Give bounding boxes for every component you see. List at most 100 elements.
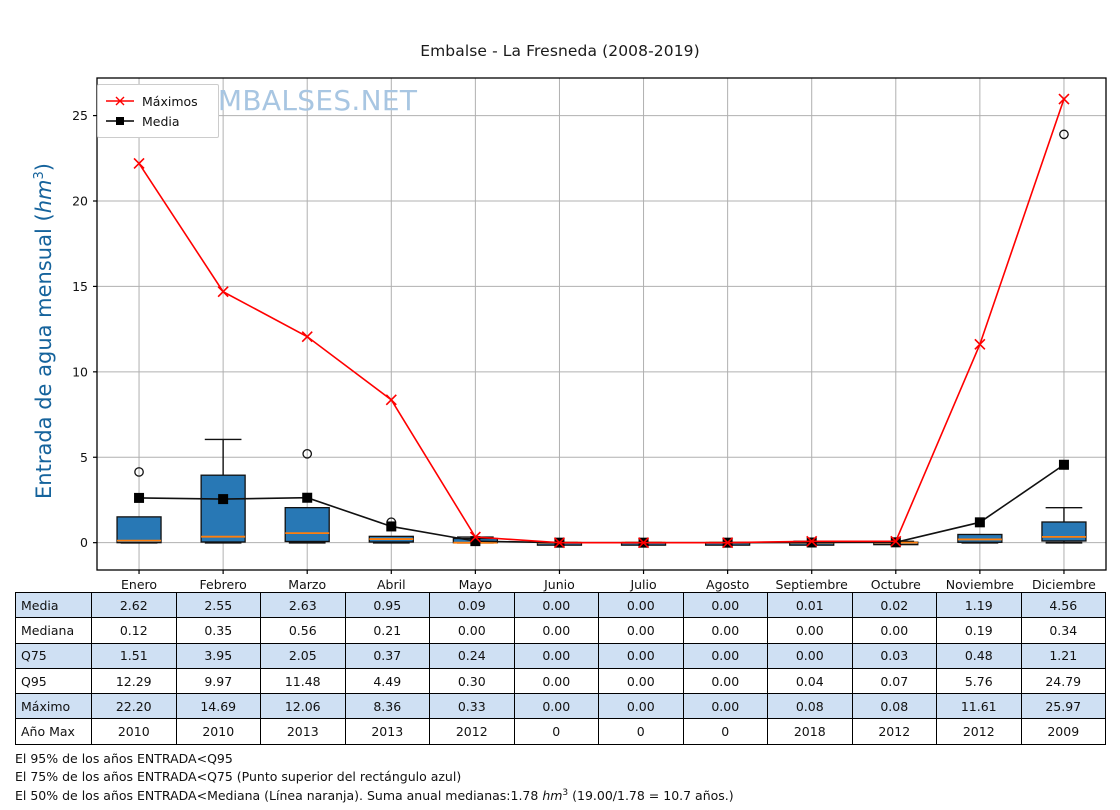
table-cell: 2.62 [91, 591, 177, 619]
maximos-marker [553, 537, 566, 549]
table-cell: 3.95 [175, 642, 261, 669]
table-cell: 0.48 [936, 642, 1022, 669]
box-plot-item [1041, 129, 1087, 544]
legend-item-media[interactable]: Media [105, 111, 209, 131]
table-cell: 8.36 [344, 693, 430, 720]
media-marker [218, 494, 229, 505]
table-cell: 0.00 [513, 617, 599, 644]
grid-lines [97, 78, 1106, 570]
table-cell: 11.48 [260, 667, 346, 695]
table-cell: 12.06 [260, 693, 346, 720]
maximos-marker [806, 535, 818, 547]
table-cell: 12.29 [91, 667, 177, 695]
table-cell: 0.33 [429, 693, 515, 720]
table-row: Máximo 22.20 14.69 12.06 8.36 0.33 0.00 0.00 0.0… [15, 693, 1106, 720]
table-cell: 0.19 [936, 617, 1022, 644]
table-row-label: Máximo [15, 693, 92, 720]
media-line-icon [106, 117, 134, 125]
media-marker [302, 492, 313, 503]
table-cell: 0.12 [91, 617, 177, 644]
table-cell: 2.05 [260, 642, 346, 669]
table-cell: 22.20 [91, 693, 177, 720]
box-plot-item [284, 448, 330, 544]
x-axis-ticks: Enero Febrero Marzo Abril Mayo Junio Julio Agos… [121, 570, 1096, 592]
footnotes: El 95% de los años ENTRADA<Q95 El 75% de… [15, 750, 734, 805]
media-marker [134, 492, 145, 503]
box-plot-item [200, 438, 246, 544]
table-cell: 0.09 [429, 591, 515, 619]
box-plot-item [957, 533, 1003, 544]
table-cell: 0.07 [851, 667, 937, 695]
table-cell: 0.08 [767, 693, 853, 720]
x-tick-label: Septiembre [776, 577, 849, 592]
table-cell: 0.00 [767, 642, 853, 669]
x-tick-label: Julio [629, 577, 656, 592]
maximos-marker [469, 531, 481, 543]
box-plot-item [116, 467, 162, 544]
table-cell: 0.30 [429, 667, 515, 695]
table-cell: 0.00 [851, 617, 937, 644]
media-marker [470, 536, 481, 547]
table-cell: 0.56 [260, 617, 346, 644]
legend: Máximos Media [97, 84, 219, 138]
media-marker [974, 517, 985, 528]
table-row-label: Año Max [15, 718, 92, 745]
media-marker [386, 521, 397, 532]
footnote-mediana-a: El 50% de los años ENTRADA<Mediana (Líne… [15, 788, 543, 804]
table-cell: 9.97 [175, 667, 261, 695]
table-cell: 2012 [936, 718, 1022, 745]
box-rect [957, 533, 1003, 543]
table-cell: 0.21 [344, 617, 430, 644]
table-cell: 0.00 [682, 693, 768, 720]
table-cell: 0.03 [851, 642, 937, 669]
table-cell: 2012 [429, 718, 515, 745]
table-cell: 0.00 [598, 617, 684, 644]
maximos-marker [301, 331, 313, 343]
y-tick-label: 10 [72, 364, 88, 379]
maximos-series [133, 93, 1070, 549]
maximos-marker [1058, 93, 1070, 105]
y-tick-label: 15 [72, 279, 88, 294]
x-tick-label: Junio [543, 577, 575, 592]
y-tick-label: 25 [72, 108, 88, 123]
footnote-mediana-b: (19.00/1.78 = 10.7 años.) [568, 788, 734, 804]
x-tick-label: Noviembre [946, 577, 1015, 592]
media-line [139, 464, 1065, 544]
y-tick-label: 20 [72, 194, 88, 209]
table-cell: 0.00 [598, 591, 684, 619]
outlier-point [1059, 129, 1069, 140]
table-row-label: Q75 [15, 642, 92, 669]
media-series [134, 459, 1069, 548]
table-cell: 1.21 [1020, 642, 1106, 669]
table-cell: 2.55 [175, 591, 261, 619]
footnote-exponent: 3 [562, 788, 569, 798]
table-cell: 0 [598, 718, 684, 745]
table-cell: 0.35 [175, 617, 261, 644]
table-cell: 2013 [260, 718, 346, 745]
x-tick-label: Abril [377, 577, 406, 592]
table-cell: 0.00 [513, 693, 599, 720]
axes-frame [96, 77, 1107, 571]
box-rect [116, 516, 162, 544]
maximos-marker [637, 537, 650, 549]
table-cell: 0.00 [429, 617, 515, 644]
table-row: Media 2.62 2.55 2.63 0.95 0.09 0.00 0.00 0.00 0.0… [15, 591, 1106, 619]
media-marker [1058, 459, 1069, 470]
x-tick-label: Agosto [706, 577, 749, 592]
maximos-line [138, 98, 1065, 544]
legend-label-maximos: Máximos [142, 93, 198, 109]
legend-item-maximos[interactable]: Máximos [105, 91, 209, 111]
media-marker [806, 537, 817, 548]
table-cell: 2.63 [260, 591, 346, 619]
table-cell: 0.02 [851, 591, 937, 619]
legend-label-media: Media [142, 113, 180, 129]
x-tick-label: Marzo [288, 577, 326, 592]
table-row: Año Max 2010 2010 2013 2013 2012 0 0 0 2018 2012 20… [15, 718, 1106, 745]
maximos-marker [385, 394, 397, 406]
table-cell: 0.00 [598, 642, 684, 669]
table-row-label: Q95 [15, 667, 92, 695]
table-cell: 24.79 [1020, 667, 1106, 695]
box-plots [116, 129, 1087, 546]
footnote-q95: El 95% de los años ENTRADA<Q95 [15, 751, 233, 766]
